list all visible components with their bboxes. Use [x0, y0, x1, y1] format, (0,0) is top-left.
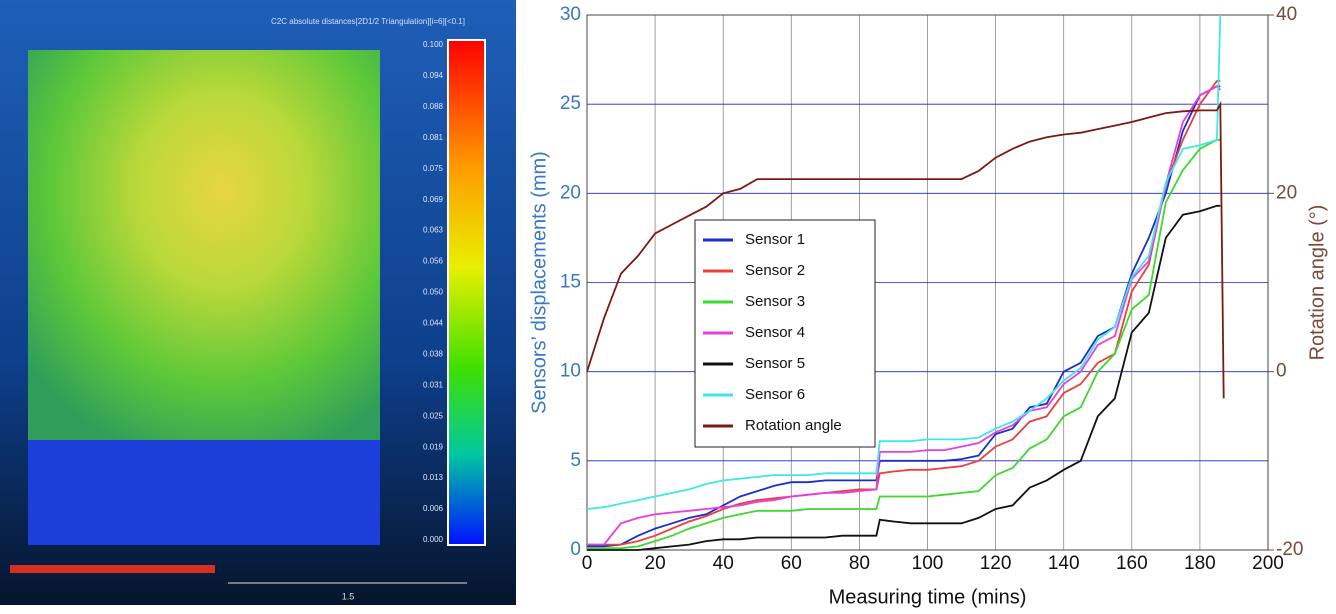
y-tick-label: 10: [560, 361, 581, 382]
series-line: [587, 204, 1221, 551]
y2-tick-label: 40: [1276, 4, 1297, 25]
series-line: [586, 14, 1222, 510]
scale-label: 0.013: [423, 473, 444, 482]
y2-tick-label: 0: [1276, 361, 1287, 382]
y-tick-label: 0: [570, 539, 581, 560]
scale-label: 0.025: [423, 411, 444, 420]
scale-label: 0.019: [423, 442, 444, 451]
cloud-lower: [28, 440, 380, 545]
scale-label: 0.075: [423, 164, 444, 173]
y-tick-label: 5: [570, 450, 581, 471]
scale-label: 0.088: [423, 102, 444, 111]
x-tick-label: 60: [781, 553, 802, 574]
scale-label: 0.006: [423, 504, 444, 513]
scale-label: 0.056: [423, 257, 444, 266]
y-tick-label: 15: [560, 272, 581, 293]
scan-title: C2C absolute distances[2D1/2 Triangulati…: [271, 17, 465, 26]
legend-label: Sensor 5: [745, 355, 805, 372]
scale-label: 0.063: [423, 226, 444, 235]
y-tick-label: 30: [560, 4, 581, 25]
x-tick-label: 200: [1252, 553, 1284, 574]
scale-label: 0.094: [423, 71, 444, 80]
cloud-upper: [28, 50, 380, 450]
y2-tick-label: -20: [1276, 539, 1303, 560]
y-tick-label: 20: [560, 182, 581, 203]
x-axis-label: Measuring time (mins): [829, 586, 1027, 608]
scale-label: 0.031: [423, 380, 444, 389]
scale-label: 0.100: [423, 40, 444, 49]
y-axis-label: Sensors’ displacements (mm): [528, 151, 550, 414]
x-tick-label: 120: [980, 553, 1012, 574]
x-tick-label: 80: [849, 553, 870, 574]
x-tick-label: 0: [582, 553, 593, 574]
legend-label: Sensor 1: [745, 231, 805, 248]
x-tick-label: 180: [1184, 553, 1216, 574]
scale-label: 0.050: [423, 288, 444, 297]
cloud-section: [10, 565, 215, 573]
point-cloud-view: C2C absolute distances[2D1/2 Triangulati…: [0, 0, 516, 605]
legend-label: Sensor 3: [745, 293, 805, 310]
legend-label: Sensor 2: [745, 262, 805, 279]
y-tick-label: 25: [560, 93, 581, 114]
legend-label: Rotation angle: [745, 417, 842, 434]
x-tick-label: 160: [1116, 553, 1148, 574]
scale-label: 0.000: [423, 535, 444, 544]
series-line: [587, 85, 1221, 546]
legend-label: Sensor 4: [745, 324, 805, 341]
x-tick-label: 140: [1048, 553, 1080, 574]
legend-label: Sensor 6: [745, 386, 805, 403]
x-tick-label: 20: [645, 553, 666, 574]
x-tick-label: 100: [912, 553, 944, 574]
y2-axis-label: Rotation angle (°): [1306, 205, 1328, 361]
scale-bar-label: 1.5: [342, 591, 355, 601]
scale-label: 0.069: [423, 195, 444, 204]
scale-label: 0.081: [423, 133, 444, 142]
y2-tick-label: 20: [1276, 182, 1297, 203]
series-line: [587, 80, 1221, 546]
plot-frame: [586, 14, 1269, 551]
scale-label: 0.044: [423, 319, 444, 328]
series-line: [587, 138, 1221, 550]
color-scale: [447, 39, 486, 546]
scale-label: 0.038: [423, 349, 444, 358]
series-line: [586, 100, 1225, 399]
x-tick-label: 40: [713, 553, 734, 574]
